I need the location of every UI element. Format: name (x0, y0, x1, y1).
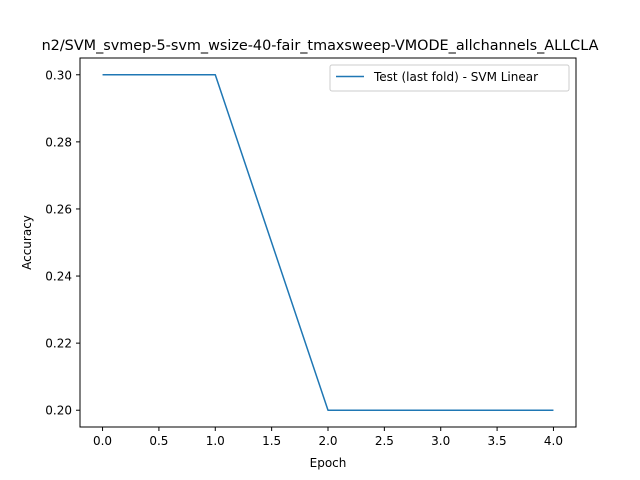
x-tick-label: 2.0 (318, 434, 337, 448)
x-tick-label: 0.5 (149, 434, 168, 448)
y-tick-label: 0.30 (45, 68, 72, 82)
series-line (102, 74, 554, 411)
x-tick-label: 2.5 (375, 434, 394, 448)
y-tick-label: 0.28 (45, 135, 72, 149)
y-tick-label: 0.26 (45, 202, 72, 216)
x-axis-label: Epoch (310, 456, 347, 470)
axes-frame (79, 57, 577, 428)
y-tick-label: 0.24 (45, 270, 72, 284)
y-tick-label: 0.22 (45, 337, 72, 351)
series-layer (102, 74, 554, 411)
y-axis-label: Accuracy (20, 215, 34, 270)
x-tick-label: 4.0 (544, 434, 563, 448)
y-tick-label: 0.20 (45, 404, 72, 418)
x-tick-label: 1.5 (262, 434, 281, 448)
y-axis-ticks: 0.20 0.22 0.24 0.26 0.28 0.30 (45, 68, 80, 418)
x-tick-label: 3.0 (431, 434, 450, 448)
chart-title: n2/SVM_svmep-5-svm_wsize-40-fair_tmaxswe… (42, 38, 599, 54)
legend-box (329, 64, 570, 92)
x-axis-ticks: 0.0 0.5 1.0 1.5 2.0 2.5 3.0 3.5 4.0 (93, 427, 563, 448)
x-tick-label: 3.5 (488, 434, 507, 448)
x-tick-label: 1.0 (206, 434, 225, 448)
plot-area (79, 57, 577, 428)
legend-label: Test (last fold) - SVM Linear (373, 70, 538, 84)
x-tick-label: 0.0 (93, 434, 112, 448)
legend: Test (last fold) - SVM Linear (329, 64, 570, 92)
